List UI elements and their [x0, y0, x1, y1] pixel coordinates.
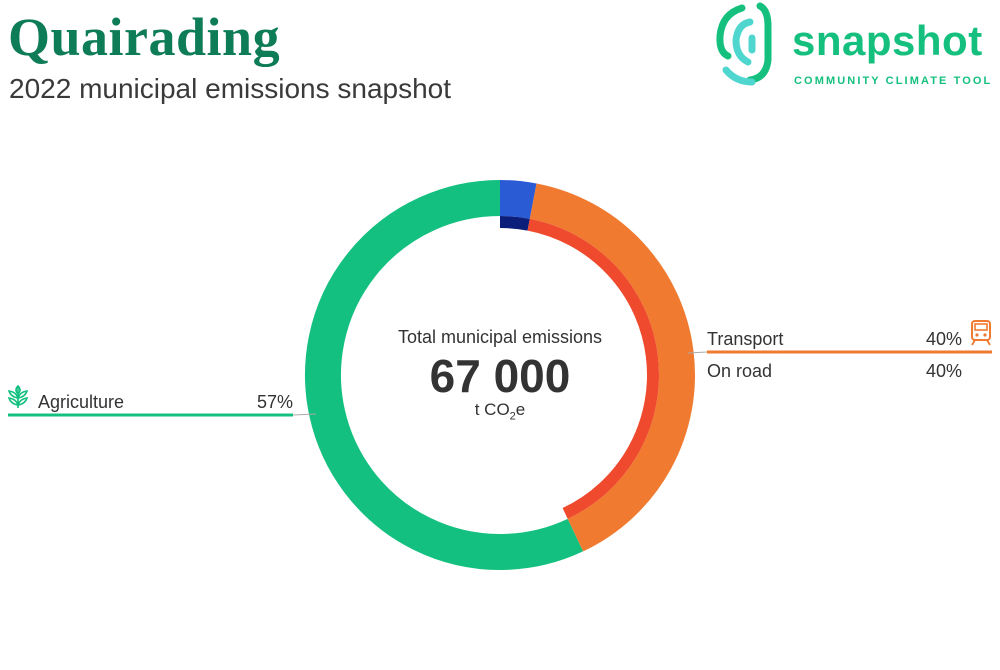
logo-wordmark: snapshot: [792, 17, 983, 64]
outer-slice-other: [499, 180, 537, 219]
total-label: Total municipal emissions: [397, 327, 603, 347]
total-value: 67 000: [429, 350, 571, 402]
page-subtitle: 2022 municipal emissions snapshot: [9, 73, 452, 104]
inner-slice-other: [499, 216, 530, 231]
legend-agriculture-label: Agriculture: [38, 392, 125, 412]
inner-slice-on-road: [527, 218, 659, 519]
donut-center: Total municipal emissions 67 000 t CO2e: [370, 326, 630, 426]
legend-transport-pct: 40%: [925, 329, 962, 349]
outer-slice-agriculture: [305, 180, 583, 570]
train-icon: [971, 320, 991, 346]
snapshot-logo: snapshot COMMUNITY CLIMATE TOOL: [712, 0, 1000, 92]
legend-agriculture-pct: 57%: [256, 392, 293, 412]
unit-subscript: 2: [509, 410, 516, 423]
legend-transport-leader: [687, 351, 708, 354]
page-title: Quairading: [8, 7, 281, 67]
wheat-plant-icon: [7, 384, 29, 408]
total-unit: t CO2e: [370, 400, 630, 426]
fingerprint-swirl-icon: [716, 2, 772, 86]
legend-on-road-pct: 40%: [925, 361, 962, 381]
logo-tagline: COMMUNITY CLIMATE TOOL: [794, 75, 993, 87]
outer-slice-transport: [529, 183, 695, 552]
unit-suffix: e: [515, 400, 526, 419]
legend-agriculture-leader: [292, 413, 317, 416]
unit-prefix: t CO: [474, 400, 510, 419]
legend-transport-label: Transport: [707, 329, 784, 349]
legend-on-road-label: On road: [707, 361, 773, 381]
